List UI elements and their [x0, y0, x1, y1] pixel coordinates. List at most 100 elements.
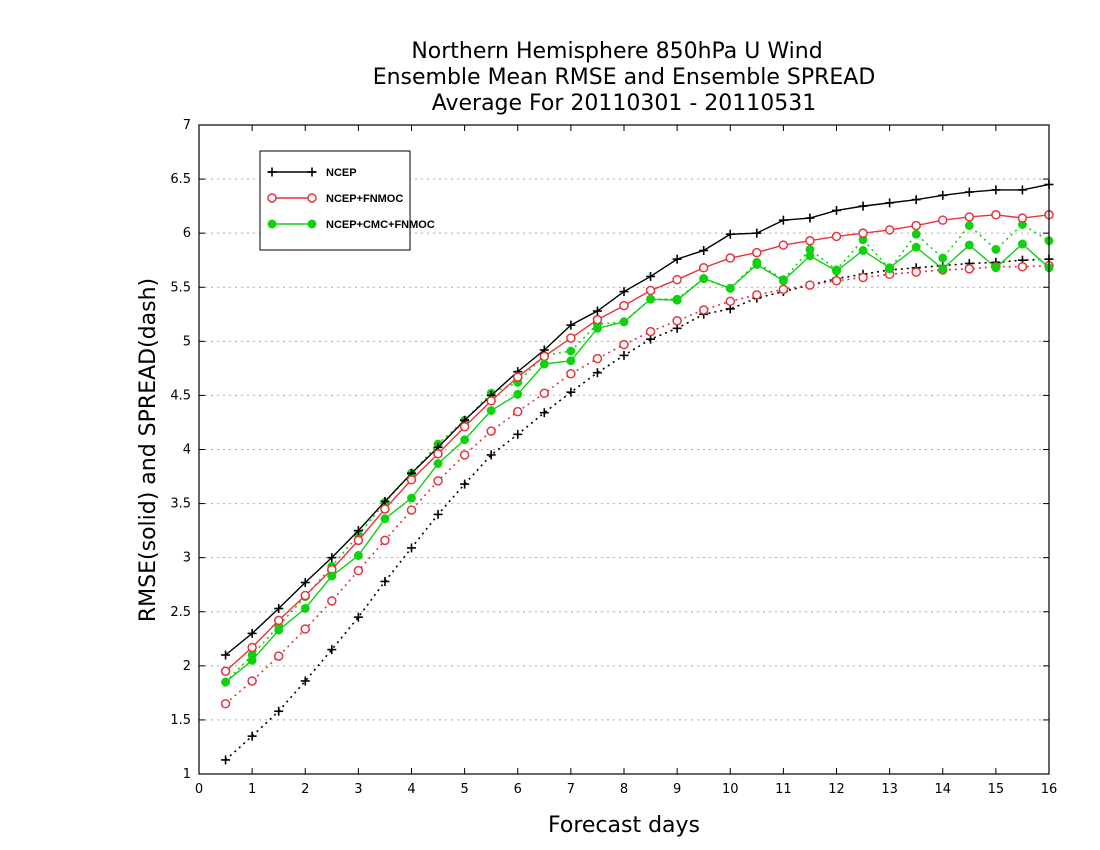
x-tick-label: 13 — [881, 782, 898, 797]
title-line-2: Ensemble Mean RMSE and Ensemble SPREAD — [373, 65, 876, 90]
spread-point — [247, 731, 257, 741]
legend-marker — [307, 219, 317, 229]
rmse-point — [619, 300, 629, 311]
grid — [199, 178, 1049, 721]
legend: NCEP NCEP+FNMOC NCEP+CMC+FNMOC — [259, 150, 435, 251]
rmse-point — [353, 551, 363, 560]
y-axis-label: RMSE(solid) and SPREAD(dash) — [136, 278, 161, 622]
spread-point — [300, 676, 310, 686]
spread-point — [619, 350, 629, 360]
spread-point — [327, 645, 337, 655]
rmse-point — [938, 215, 948, 225]
rmse-point — [832, 266, 841, 276]
rmse-point — [831, 231, 842, 242]
series-rmse-ncep-cmc-fnmoc — [221, 239, 1054, 687]
spread-point — [486, 450, 496, 460]
legend-item: NCEP — [267, 167, 357, 179]
y-tick-label: 2.5 — [170, 605, 191, 620]
x-tick-label: 2 — [301, 782, 309, 797]
spread-point — [964, 264, 975, 274]
x-tick-label: 14 — [934, 782, 951, 797]
spread-point — [513, 429, 523, 439]
rmse-point — [725, 283, 735, 293]
rmse-point — [938, 264, 948, 274]
rmse-point — [539, 351, 550, 362]
rmse-point — [247, 628, 257, 638]
spread-point — [619, 339, 629, 350]
rmse-point — [380, 514, 390, 524]
x-tick-label: 15 — [988, 782, 1005, 797]
x-tick-label: 6 — [514, 782, 522, 797]
rmse-point — [513, 389, 523, 399]
spread-point — [380, 576, 390, 586]
rmse-point — [778, 240, 789, 250]
spread-point — [406, 505, 417, 515]
y-tick-label: 7 — [183, 118, 191, 133]
spread-point — [221, 755, 231, 765]
series-rmse-ncep-fnmoc — [220, 210, 1054, 676]
spread-point — [592, 353, 603, 364]
spread-point — [459, 450, 470, 460]
series-spread-ncep — [221, 254, 1054, 765]
legend-marker — [307, 193, 317, 203]
spread-point — [831, 276, 842, 286]
rmse-point — [460, 435, 470, 445]
spread-point — [407, 543, 416, 553]
series-rmse-ncep — [221, 179, 1054, 660]
rmse-point — [805, 251, 815, 261]
rmse-point — [274, 604, 284, 614]
rmse-point — [698, 263, 709, 273]
spread-line — [225, 258, 1050, 761]
spread-point — [300, 624, 310, 634]
rmse-point — [407, 493, 416, 503]
y-tick-label: 6 — [183, 226, 191, 241]
rmse-point — [221, 677, 231, 687]
spread-point — [991, 244, 1001, 254]
rmse-point — [991, 263, 1001, 273]
spread-point — [911, 267, 921, 277]
rmse-point — [592, 323, 602, 333]
spread-point — [273, 651, 284, 661]
spread-point — [566, 369, 576, 379]
rmse-point — [885, 198, 895, 208]
legend-marker — [267, 193, 277, 203]
rmse-point — [433, 459, 443, 469]
rmse-point — [858, 228, 868, 238]
y-tick-label: 3.5 — [170, 497, 191, 512]
spread-point — [380, 535, 390, 546]
rmse-point — [672, 295, 682, 305]
plot-frame — [198, 124, 1050, 775]
legend-label: NCEP — [326, 167, 357, 179]
rmse-point — [353, 526, 363, 536]
legend-marker — [267, 167, 277, 177]
rmse-point — [592, 314, 603, 325]
spread-point — [220, 698, 231, 709]
spread-point — [938, 253, 948, 263]
x-tick-label: 9 — [673, 782, 681, 797]
rmse-point — [858, 201, 868, 211]
rmse-point — [566, 356, 576, 366]
spread-point — [645, 326, 656, 337]
rmse-point — [300, 604, 310, 613]
y-axis-ticks: 1 1.5 2 2.5 3 3.5 4 4.5 5 5.5 6 6.5 7 — [170, 118, 1049, 782]
x-tick-label: 8 — [620, 782, 628, 797]
legend-label: NCEP+CMC+FNMOC — [326, 219, 435, 231]
spread-point — [433, 509, 443, 519]
x-tick-label: 1 — [248, 782, 256, 797]
rmse-point — [273, 615, 284, 626]
spread-line — [225, 264, 1050, 705]
rmse-point — [778, 276, 788, 286]
rmse-point — [1017, 185, 1027, 195]
rmse-point — [805, 235, 815, 246]
y-tick-label: 4.5 — [170, 388, 191, 403]
rmse-point — [433, 449, 443, 459]
rmse-point — [778, 215, 788, 225]
spread-point — [805, 280, 815, 290]
rmse-point — [646, 294, 656, 304]
spread-point — [566, 387, 576, 397]
spread-point — [486, 426, 496, 436]
x-tick-label: 5 — [460, 782, 468, 797]
title-line-1: Northern Hemisphere 850hPa U Wind — [411, 39, 822, 64]
spread-point — [778, 284, 789, 295]
